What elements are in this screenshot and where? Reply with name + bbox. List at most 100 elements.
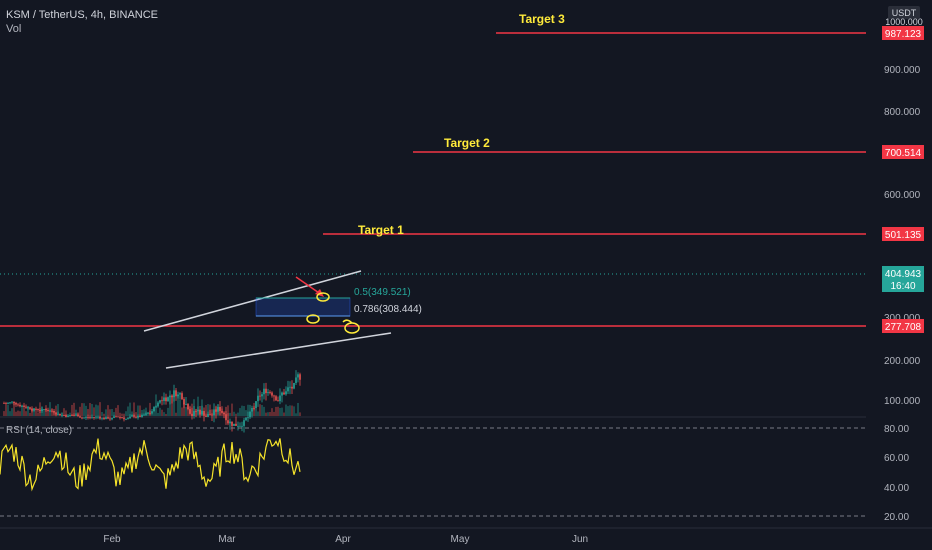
- candle-body: [207, 413, 209, 417]
- candle-body: [31, 408, 33, 411]
- volume-bar: [183, 403, 185, 416]
- candle-body: [113, 416, 115, 418]
- channel-lower-line[interactable]: [165, 332, 392, 369]
- candle-body: [219, 407, 221, 412]
- candle-body: [119, 417, 121, 418]
- volume-legend[interactable]: Vol: [6, 23, 22, 35]
- candle-body: [85, 417, 87, 418]
- volume-bar: [85, 405, 87, 416]
- rsi-tick: 80.00: [884, 424, 909, 435]
- candle-body: [95, 416, 97, 418]
- volume-bar: [131, 411, 133, 416]
- candle-body: [21, 406, 23, 407]
- candle-body: [93, 417, 95, 418]
- candle-body: [99, 416, 101, 419]
- candle-body: [249, 411, 251, 418]
- candle-body: [275, 396, 277, 401]
- volume-bar: [233, 411, 235, 416]
- volume-bar: [65, 410, 67, 416]
- volume-bar: [99, 402, 101, 416]
- candle-body: [3, 403, 5, 404]
- volume-bar: [229, 412, 231, 416]
- candle-body: [159, 400, 161, 403]
- volume-bar: [17, 410, 19, 416]
- candle-body: [73, 415, 75, 417]
- yellow-circle-mark[interactable]: [344, 322, 360, 334]
- candle-body: [187, 404, 189, 410]
- volume-bar: [43, 409, 45, 416]
- symbol-header[interactable]: KSM / TetherUS, 4h, BINANCE: [6, 9, 159, 21]
- candle-body: [277, 400, 279, 402]
- volume-bar: [49, 402, 51, 416]
- channel-upper-line[interactable]: [143, 270, 362, 332]
- volume-bar: [289, 405, 291, 416]
- price-tick: 300.000: [884, 313, 921, 324]
- fib-05-label: 0.5(349.521): [354, 287, 411, 298]
- time-label: Apr: [335, 534, 351, 545]
- target2-price-badge: [882, 145, 924, 159]
- volume-bar: [169, 396, 171, 416]
- candle-body: [89, 417, 91, 419]
- candle-body: [261, 394, 263, 397]
- volume-bar: [135, 412, 137, 416]
- candle-body: [59, 413, 61, 416]
- bar-countdown: 16:40: [890, 281, 915, 292]
- volume-bar: [101, 411, 103, 416]
- candle-body: [181, 393, 183, 400]
- yellow-circle-mark[interactable]: [306, 314, 320, 324]
- candle-body: [45, 408, 47, 411]
- volume-bar: [9, 411, 11, 416]
- volume-bar: [125, 411, 127, 416]
- candle-body: [15, 402, 17, 405]
- volume-bar: [143, 409, 145, 416]
- top-tick-label: 1000.000: [885, 17, 923, 27]
- candle-body: [25, 406, 27, 408]
- candle-body: [185, 404, 187, 405]
- volume-bar: [107, 405, 109, 416]
- candle-body: [217, 407, 219, 412]
- volume-bar: [19, 411, 21, 416]
- candle-body: [27, 407, 29, 409]
- volume-bar: [269, 412, 271, 416]
- target1-price: 501.135: [885, 230, 922, 241]
- candle-body: [231, 421, 233, 426]
- volume-bar: [11, 408, 13, 416]
- candle-body: [289, 386, 291, 388]
- candle-body: [229, 421, 231, 424]
- yellow-circle-mark[interactable]: [316, 292, 330, 302]
- candle-body: [65, 415, 67, 417]
- candle-body: [189, 409, 191, 414]
- volume-bar: [159, 407, 161, 416]
- time-label: Mar: [218, 534, 236, 545]
- candle-body: [209, 413, 211, 415]
- candle-body: [195, 411, 197, 412]
- target3-label: Target 3: [519, 12, 565, 26]
- rsi-line: [0, 438, 301, 492]
- candle-body: [11, 401, 13, 403]
- volume-bar: [227, 405, 229, 416]
- volume-bar: [291, 405, 293, 416]
- volume-bar: [275, 406, 277, 416]
- candle-body: [291, 386, 293, 389]
- rsi-legend[interactable]: RSI (14, close): [6, 425, 73, 436]
- volume-bar: [273, 411, 275, 416]
- volume-bar: [239, 408, 241, 416]
- candle-body: [105, 417, 107, 420]
- volume-bar: [243, 406, 245, 416]
- candle-body: [287, 387, 289, 392]
- volume-bar: [139, 405, 141, 416]
- candle-body: [115, 416, 117, 418]
- support-price: 277.708: [885, 322, 922, 333]
- time-axis[interactable]: Feb Mar Apr May Jun: [103, 534, 588, 545]
- candle-body: [241, 425, 243, 427]
- currency-badge[interactable]: [888, 6, 920, 19]
- rsi-pane[interactable]: 80.00 60.00 40.00 20.00: [0, 424, 909, 523]
- candle-body: [69, 415, 71, 416]
- candle-body: [83, 417, 85, 419]
- fib-retracement-zone[interactable]: [255, 297, 351, 317]
- volume-bar: [7, 404, 9, 416]
- candle-body: [107, 417, 109, 419]
- volume-bar: [67, 413, 69, 416]
- volume-bar: [155, 394, 157, 416]
